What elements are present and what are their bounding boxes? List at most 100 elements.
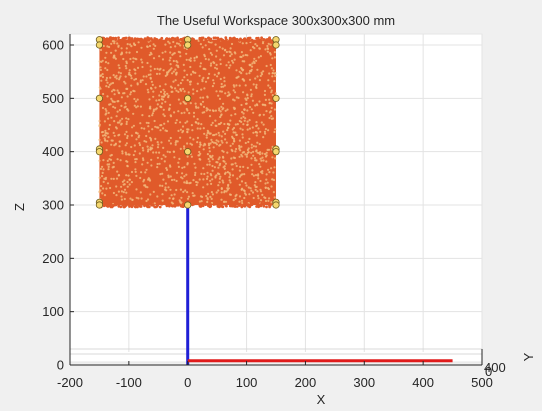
cloud-point (148, 115, 151, 118)
cloud-point (245, 42, 248, 45)
cloud-point (156, 156, 159, 159)
cloud-point (190, 124, 193, 127)
cloud-edge-point (198, 202, 202, 206)
cloud-point (118, 76, 121, 79)
cloud-point (147, 121, 150, 125)
cloud-point (113, 93, 116, 96)
cloud-point (130, 181, 133, 184)
cloud-point (101, 73, 104, 76)
cloud-point (216, 172, 220, 175)
cloud-point (259, 55, 262, 58)
cloud-point (193, 162, 196, 165)
cloud-point (165, 189, 168, 192)
cloud-point (175, 89, 178, 92)
cloud-point (235, 76, 238, 79)
cloud-edge-point (170, 37, 174, 40)
cloud-point (231, 59, 234, 62)
cloud-point (210, 123, 213, 127)
cloud-point (250, 108, 253, 111)
cloud-point (229, 119, 232, 122)
cloud-point (185, 52, 188, 55)
cloud-point (167, 40, 170, 43)
cloud-point (162, 113, 165, 116)
cloud-point (223, 200, 226, 203)
cloud-point (257, 56, 260, 59)
cloud-point (161, 193, 164, 196)
cloud-point (199, 62, 202, 65)
cloud-point (192, 179, 195, 182)
cloud-point (175, 119, 178, 122)
cloud-point (248, 193, 251, 196)
corner-marker (95, 94, 104, 102)
cloud-point (104, 134, 107, 137)
cloud-point (255, 124, 258, 128)
corner-marker (272, 94, 280, 102)
cloud-point (183, 175, 186, 178)
cloud-point (271, 57, 274, 60)
cloud-edge-point (114, 203, 118, 206)
cloud-point (259, 199, 263, 202)
cloud-point (246, 151, 249, 154)
cloud-edge-point (243, 204, 247, 208)
cloud-point (183, 76, 186, 79)
cloud-point (155, 99, 158, 102)
cloud-point (163, 92, 166, 95)
cloud-point (254, 174, 258, 177)
cloud-point (124, 64, 127, 68)
corner-markers (95, 36, 280, 209)
cloud-point (141, 114, 144, 117)
cloud-point (215, 191, 218, 194)
cloud-point (262, 136, 265, 139)
cloud-point (217, 94, 220, 97)
cloud-point (179, 128, 182, 131)
cloud-point (250, 189, 253, 192)
cloud-point (239, 127, 242, 130)
cloud-point (232, 61, 235, 64)
cloud-point (208, 48, 211, 51)
cloud-edge-point (146, 37, 150, 41)
cloud-point (209, 64, 212, 67)
cloud-edge-point (204, 203, 208, 207)
cloud-point (180, 112, 183, 115)
cloud-point (120, 185, 123, 188)
cloud-point (240, 180, 244, 183)
cloud-point (221, 155, 225, 158)
cloud-point (142, 75, 145, 78)
cloud-point (164, 50, 167, 53)
corner-marker (184, 201, 192, 209)
cloud-point (101, 130, 104, 134)
cloud-point (252, 150, 255, 153)
cloud-point (213, 61, 216, 65)
cloud-point (222, 107, 225, 110)
cloud-point (113, 42, 116, 45)
cloud-point (145, 121, 148, 124)
cloud-point (105, 132, 108, 135)
cloud-point (149, 69, 152, 72)
cloud-point (208, 115, 212, 118)
cloud-point (172, 52, 175, 55)
cloud-point (227, 184, 230, 187)
cloud-point (168, 151, 171, 154)
cloud-point (105, 149, 108, 152)
cloud-point (224, 92, 227, 95)
cloud-point (175, 179, 178, 183)
cloud-point (250, 163, 253, 166)
cloud-point (179, 55, 182, 58)
cloud-point (232, 199, 235, 202)
cloud-point (253, 184, 256, 187)
cloud-point (223, 49, 227, 52)
cloud-edge-point (181, 205, 185, 208)
cloud-point (179, 44, 182, 47)
cloud-point (273, 51, 276, 54)
cloud-point (98, 124, 101, 127)
cloud-point (273, 166, 276, 169)
cloud-point (116, 110, 119, 113)
cloud-point (126, 136, 129, 140)
cloud-point (107, 136, 110, 139)
cloud-point (219, 115, 222, 119)
cloud-point (125, 122, 128, 126)
cloud-point (215, 139, 218, 142)
cloud-point (167, 186, 170, 189)
cloud-point (182, 63, 185, 66)
cloud-point (154, 86, 157, 89)
